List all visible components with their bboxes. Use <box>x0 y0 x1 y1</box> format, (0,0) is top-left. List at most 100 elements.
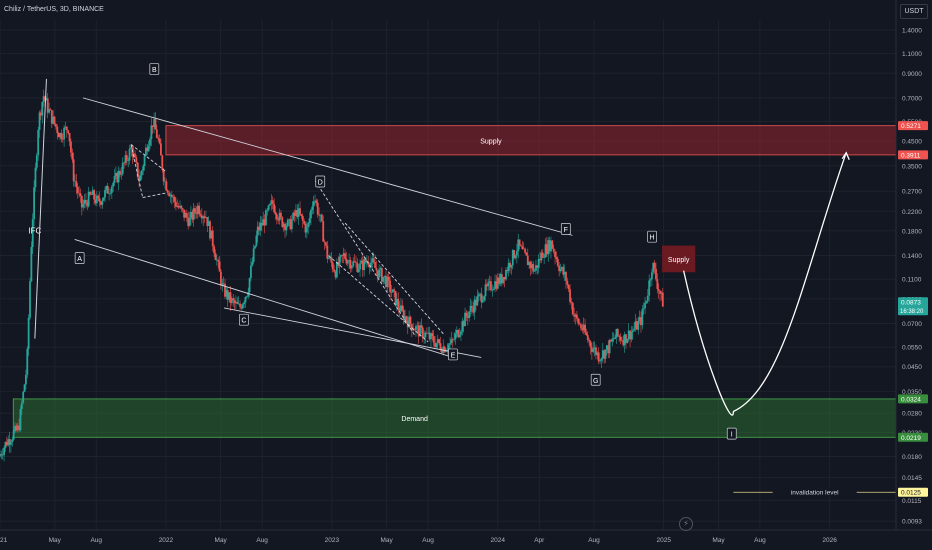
candle-body <box>513 250 516 258</box>
candle-body <box>341 255 344 256</box>
candle-body <box>266 209 269 211</box>
candle-body <box>139 175 142 181</box>
candle-body <box>76 187 79 194</box>
candle-body <box>179 205 181 208</box>
candle-body <box>23 384 26 392</box>
candle-body <box>59 133 61 138</box>
candle-body <box>585 332 588 336</box>
candle-body <box>566 280 569 285</box>
candle-body <box>33 187 35 220</box>
candle-body <box>473 299 476 313</box>
candle-body <box>575 314 578 319</box>
candle-body <box>460 331 462 335</box>
wave-label: H <box>650 235 655 242</box>
candle-body <box>449 343 451 345</box>
candle-body <box>64 126 67 128</box>
wave-label: I <box>731 432 733 439</box>
candle-body <box>567 284 570 290</box>
candle-body <box>318 214 321 216</box>
candle-body <box>382 276 385 282</box>
candle-body <box>220 271 222 286</box>
candle-body <box>172 196 175 198</box>
lightning-icon[interactable]: ⚡ <box>679 517 693 531</box>
invalidation-label: invalidation level <box>791 490 839 497</box>
candle-body <box>581 328 584 331</box>
candle-body <box>614 337 616 340</box>
candle-body <box>547 240 550 255</box>
candle-body <box>100 201 102 205</box>
time-tick-label: Aug <box>588 537 600 544</box>
candle-body <box>247 292 250 297</box>
candle-body <box>548 240 551 252</box>
time-axis-bg <box>0 530 932 550</box>
candle-body <box>40 112 42 116</box>
candle-body <box>38 112 41 130</box>
candle-body <box>604 349 607 359</box>
candle-body <box>263 219 266 226</box>
candle-body <box>389 280 391 293</box>
price-tick-label: 0.0145 <box>902 475 922 482</box>
candle-body <box>395 298 398 306</box>
candle-body <box>545 244 548 255</box>
candle-body <box>595 347 597 356</box>
candle-body <box>597 352 600 362</box>
candle-body <box>485 284 488 287</box>
candle-body <box>599 360 601 362</box>
candle-body <box>20 402 23 410</box>
candle-body <box>270 200 273 204</box>
candle-body <box>445 350 447 353</box>
candle-body <box>83 199 86 205</box>
candle-body <box>46 98 49 113</box>
candle-body <box>589 341 592 348</box>
currency-unit-button[interactable]: USDT <box>900 4 928 19</box>
candle-body <box>476 296 479 306</box>
time-tick-label: Aug <box>256 537 268 544</box>
price-label: 0.0873 <box>901 299 921 306</box>
candle-body <box>340 255 342 257</box>
candle-body <box>26 348 29 375</box>
candle-body <box>140 170 143 176</box>
candle-body <box>34 167 37 188</box>
trendline <box>328 255 429 343</box>
candle-body <box>254 245 256 249</box>
candle-body <box>563 272 566 275</box>
candle-body <box>349 260 352 269</box>
candle-body <box>213 246 216 254</box>
candle-body <box>226 290 229 300</box>
candle-body <box>620 340 623 341</box>
candle-body <box>125 155 128 161</box>
candle-body <box>310 210 312 219</box>
candle-body <box>218 261 221 272</box>
price-label-bg <box>898 432 928 442</box>
candle-body <box>374 261 376 268</box>
candle-body <box>586 335 589 340</box>
price-label-bg <box>898 121 928 131</box>
candle-body <box>458 334 461 337</box>
time-tick-label: 2023 <box>325 537 340 544</box>
candle-body <box>353 261 356 263</box>
candle-body <box>3 447 5 456</box>
candle-body <box>250 265 252 279</box>
candle-body <box>528 261 531 266</box>
candle-body <box>484 284 487 297</box>
price-tick-label: 0.4500 <box>902 139 922 146</box>
candle-body <box>183 209 186 218</box>
candle-body <box>655 268 657 280</box>
candle-body <box>661 292 664 307</box>
price-tick-label: 0.9000 <box>902 71 922 78</box>
candle-body <box>540 252 543 261</box>
time-tick-label: 2026 <box>822 537 837 544</box>
candle-body <box>629 330 631 340</box>
candle-body <box>214 253 217 260</box>
trendline <box>74 239 457 359</box>
wave-label: C <box>241 318 246 325</box>
candle-body <box>330 257 333 263</box>
candle-body <box>600 358 603 361</box>
candle-body <box>30 247 33 282</box>
candle-body <box>165 181 168 191</box>
candle-body <box>409 316 412 325</box>
price-axis-bg <box>896 0 932 550</box>
candle-body <box>334 271 337 278</box>
candle-body <box>124 155 127 163</box>
